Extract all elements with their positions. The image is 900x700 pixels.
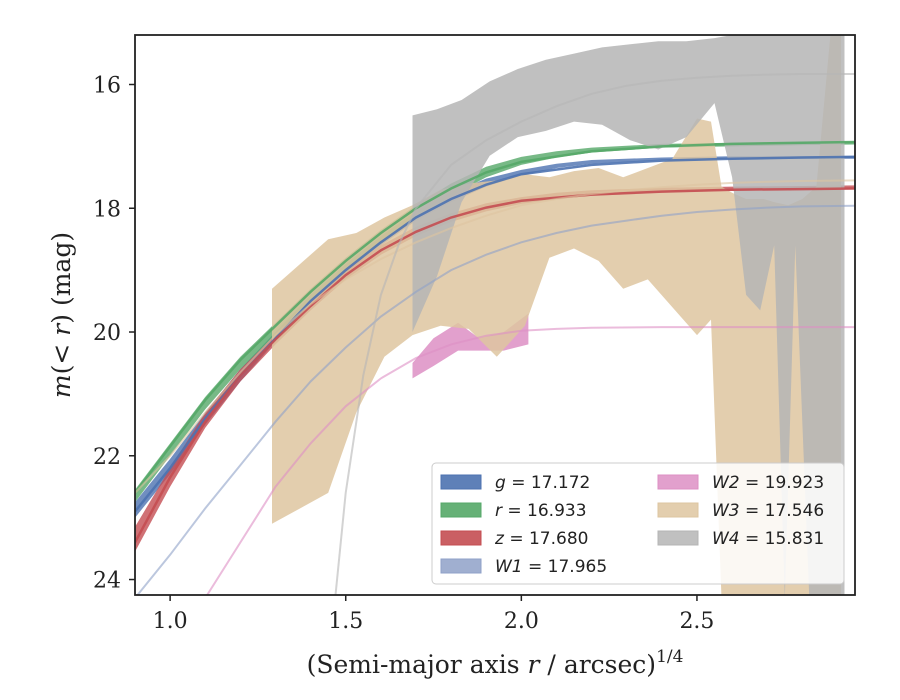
legend-swatch-w1: [440, 558, 482, 574]
y-axis-ticks: 16 18 20 22 24: [93, 74, 135, 594]
legend-swatch-w2: [657, 474, 699, 490]
legend-label-g: g = 17.172: [495, 473, 590, 493]
x-axis-ticks: 1.0 1.5 2.0 2.5: [153, 595, 714, 634]
legend-label-w4: W4 = 15.831: [712, 529, 824, 549]
legend-frame: [431, 462, 845, 585]
legend-label-w2: W2 = 19.923: [712, 473, 824, 493]
legend-label-w3: W3 = 17.546: [712, 501, 824, 521]
band-w3: [272, 35, 841, 595]
legend-label-z: z = 17.680: [494, 529, 588, 549]
y-tick-label: 22: [93, 445, 121, 470]
fit-line-z: [135, 187, 855, 543]
plot-frame: [134, 34, 856, 596]
legend-swatch-g: [440, 474, 482, 490]
band-w4: [412, 35, 845, 595]
legend-swatch-w3: [657, 502, 699, 518]
fit-line-w1: [136, 204, 855, 595]
fit-curves: [135, 73, 855, 595]
legend-swatch-z: [440, 530, 482, 546]
x-tick-label: 1.5: [328, 609, 363, 634]
fit-line-w4: [334, 73, 855, 595]
band-w2: [412, 313, 529, 379]
y-tick-label: 20: [93, 321, 121, 346]
fit-line-w3: [135, 179, 855, 494]
y-tick-label: 16: [93, 74, 121, 99]
fit-line-w2: [205, 326, 855, 595]
legend-swatch-r: [440, 502, 482, 518]
x-tick-label: 2.0: [504, 609, 539, 634]
legend-label-w1: W1 = 17.965: [495, 557, 607, 577]
x-tick-label: 2.5: [679, 609, 714, 634]
legend-label-r: r = 16.933: [495, 501, 587, 521]
y-tick-label: 18: [93, 197, 121, 222]
x-axis-label: (Semi-major axis r / arcsec)1/4: [307, 647, 684, 679]
y-axis-label: m(< r) (mag): [47, 232, 76, 398]
legend-swatch-w4: [657, 530, 699, 546]
x-tick-label: 1.0: [153, 609, 188, 634]
legend: g = 17.172 r = 16.933 z = 17.680 W1 = 17.96…: [431, 462, 845, 585]
y-tick-label: 24: [93, 569, 121, 594]
